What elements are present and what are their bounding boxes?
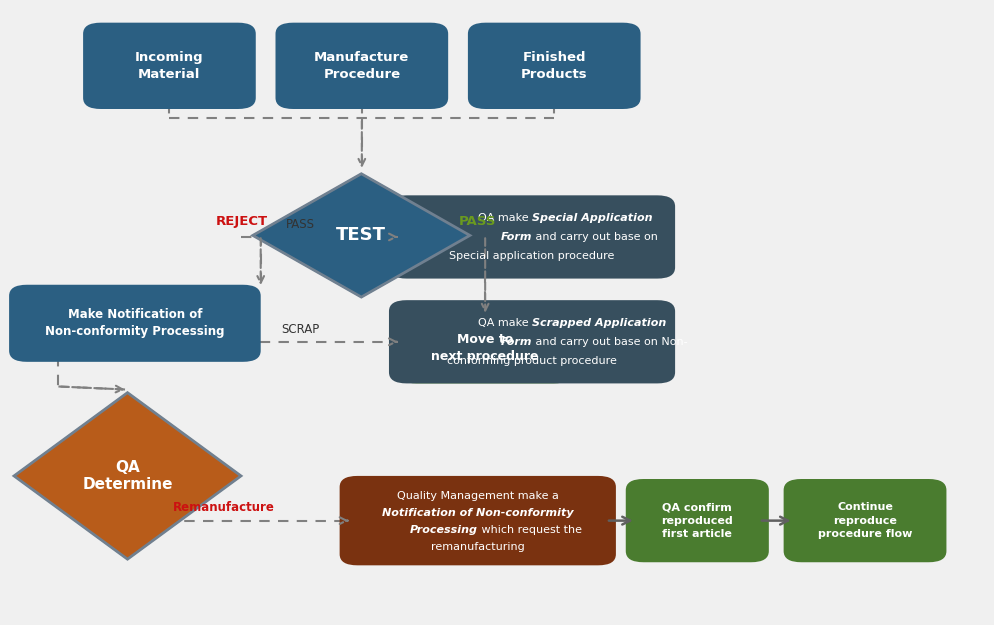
- Text: PASS: PASS: [285, 217, 314, 231]
- Text: Continue
reproduce
procedure flow: Continue reproduce procedure flow: [817, 503, 911, 539]
- FancyBboxPatch shape: [783, 479, 945, 562]
- Text: conforming product procedure: conforming product procedure: [446, 356, 616, 366]
- Text: Finished
Products: Finished Products: [521, 51, 586, 81]
- Text: ​Special Application: ​Special Application: [532, 213, 652, 222]
- FancyBboxPatch shape: [339, 476, 615, 566]
- Text: remanufacturing: remanufacturing: [430, 542, 524, 552]
- Text: Notification of Non-conformity: Notification of Non-conformity: [382, 508, 573, 518]
- Polygon shape: [14, 392, 241, 559]
- Text: QA make: QA make: [477, 318, 532, 328]
- FancyBboxPatch shape: [625, 479, 768, 562]
- Text: Make Notification of
Non-conformity Processing: Make Notification of Non-conformity Proc…: [45, 308, 225, 338]
- Text: Processing: Processing: [410, 525, 477, 535]
- FancyBboxPatch shape: [83, 22, 255, 109]
- Text: TEST: TEST: [336, 226, 386, 244]
- Text: ​ and carry out base on: ​ and carry out base on: [532, 232, 657, 242]
- Text: ​ which request the: ​ which request the: [477, 525, 581, 535]
- Text: Form: Form: [500, 337, 532, 347]
- Text: PASS: PASS: [458, 215, 496, 228]
- Text: Manufacture
Procedure: Manufacture Procedure: [314, 51, 410, 81]
- Text: ​Scrapped Application: ​Scrapped Application: [532, 318, 666, 328]
- FancyBboxPatch shape: [389, 300, 674, 383]
- FancyBboxPatch shape: [389, 196, 674, 279]
- Text: Remanufacture: Remanufacture: [173, 501, 274, 514]
- Text: SCRAP: SCRAP: [280, 322, 319, 336]
- Text: QA confirm
reproduced
first article: QA confirm reproduced first article: [661, 503, 733, 539]
- Text: Special application procedure: Special application procedure: [449, 251, 614, 261]
- Text: QA
Determine: QA Determine: [83, 460, 173, 492]
- Text: Move to
next procedure: Move to next procedure: [431, 333, 539, 363]
- Text: Form: Form: [500, 232, 532, 242]
- Text: Quality Management make a: Quality Management make a: [397, 491, 559, 501]
- Polygon shape: [252, 174, 469, 297]
- FancyBboxPatch shape: [9, 285, 260, 362]
- Text: QA make: QA make: [477, 213, 532, 222]
- FancyBboxPatch shape: [275, 22, 447, 109]
- Text: Incoming
Material: Incoming Material: [135, 51, 204, 81]
- FancyBboxPatch shape: [399, 312, 571, 383]
- FancyBboxPatch shape: [467, 22, 640, 109]
- Text: ​ and carry out base on Non-: ​ and carry out base on Non-: [532, 337, 687, 347]
- Text: REJECT: REJECT: [216, 215, 267, 228]
